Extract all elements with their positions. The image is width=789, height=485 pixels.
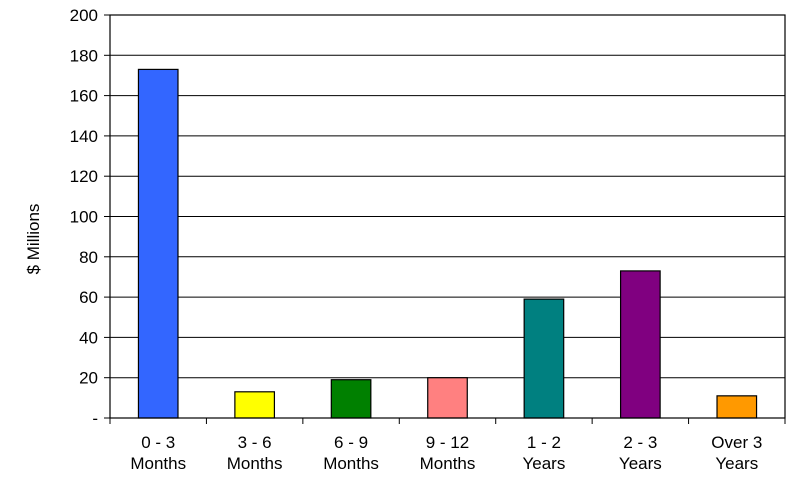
x-tick-label: 2 - 3 Years — [619, 433, 662, 473]
bars — [137, 68, 758, 419]
x-axis-ticks: 0 - 3 Months 3 - 6 Months 6 - 9 Months 9 - 12 M… — [109, 418, 786, 473]
bar — [619, 270, 661, 419]
x-tick-label: Over 3 Years — [711, 433, 762, 473]
bar — [234, 391, 276, 419]
y-tick-label: 180 — [70, 46, 98, 65]
y-tick-label: 140 — [70, 127, 98, 146]
bar — [523, 298, 565, 419]
bar — [330, 379, 372, 419]
x-tick-label: 1 - 2 Years — [522, 433, 565, 473]
y-tick-label: 40 — [79, 328, 98, 347]
y-tick-label: 160 — [70, 87, 98, 106]
y-tick-label: - — [92, 409, 98, 428]
y-tick-label: 80 — [79, 248, 98, 267]
x-tick-label: 3 - 6 Months — [227, 433, 283, 473]
y-tick-label: 100 — [70, 208, 98, 227]
y-tick-label: 200 — [70, 6, 98, 25]
x-tick-label: 0 - 3 Months — [130, 433, 186, 473]
x-tick-label: 9 - 12 Months — [420, 433, 476, 473]
bar — [427, 377, 468, 419]
bar — [137, 68, 179, 419]
y-axis-ticks: - 20 40 60 80 100 120 140 160 180 200 — [70, 6, 110, 428]
x-tick-label: 6 - 9 Months — [323, 433, 379, 473]
bar — [716, 395, 758, 419]
y-tick-label: 20 — [79, 369, 98, 388]
y-tick-label: 60 — [79, 288, 98, 307]
gridlines — [110, 54, 785, 379]
y-tick-label: 120 — [70, 167, 98, 186]
y-axis-label: $ Millions — [24, 204, 43, 275]
